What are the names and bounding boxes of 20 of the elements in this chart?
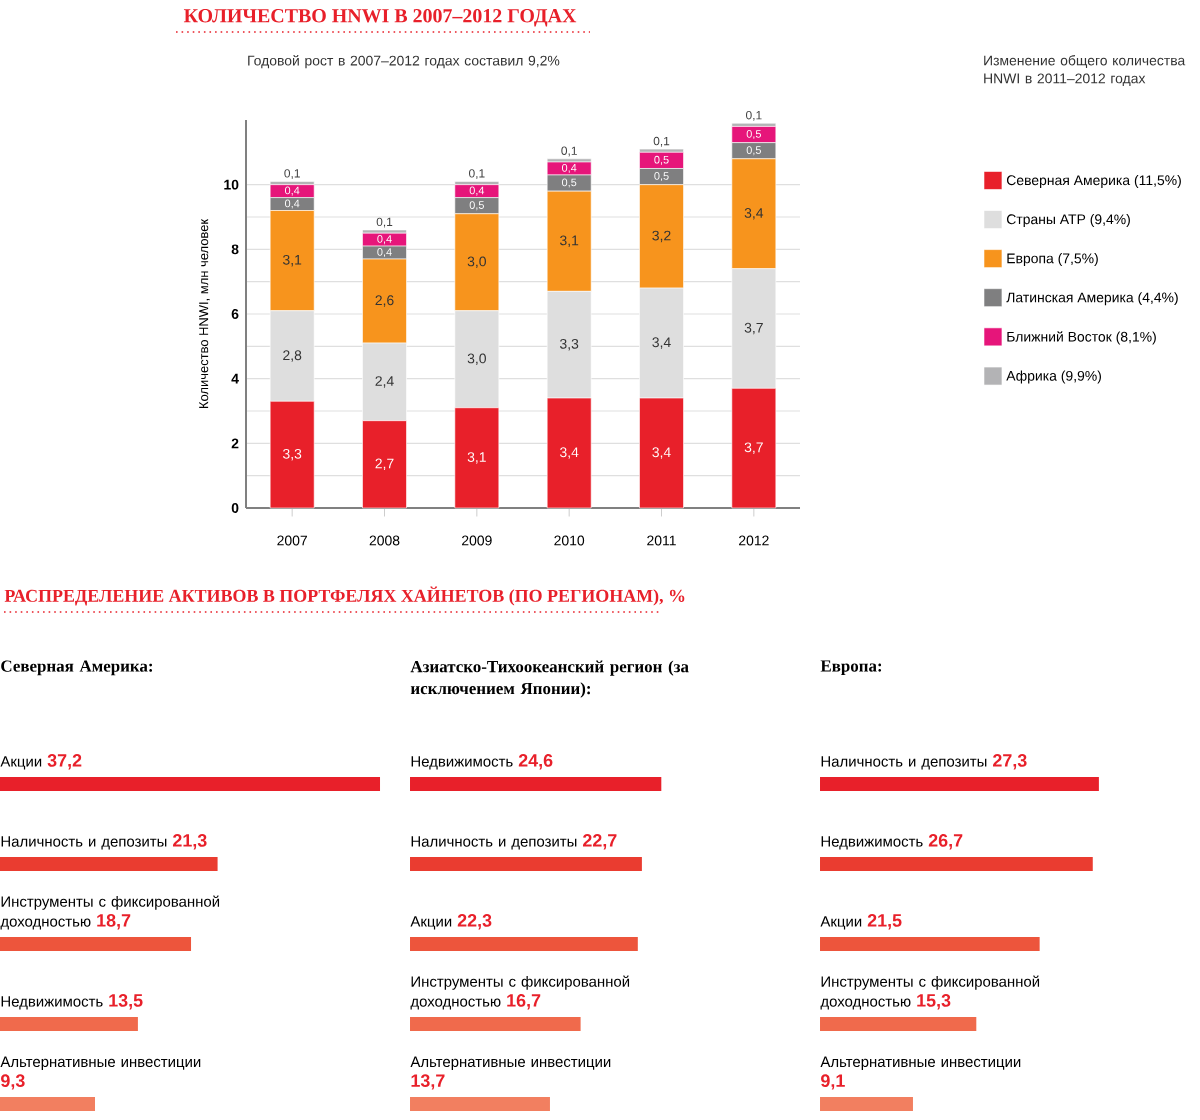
chart-title: КОЛИЧЕСТВО HNWI В 2007–2012 ГОДАХ xyxy=(183,9,577,27)
data-label: 15,3 xyxy=(917,994,951,1010)
data-label: 21,5 xyxy=(867,914,902,930)
data-label: 37,2 xyxy=(47,754,82,770)
data-label: 21,3 xyxy=(172,834,207,850)
data-label: 16,7 xyxy=(507,994,541,1010)
data-label: 27,3 xyxy=(993,754,1027,770)
data-label: 18,7 xyxy=(97,914,131,930)
data-label: 13,5 xyxy=(109,994,143,1010)
chart-title: РАСПРЕДЕЛЕНИЕ АКТИВОВ В ПОРТФЕЛЯХ ХАЙНЕТОВ (ПО РЕГИОНАМ), % xyxy=(4,586,685,606)
data-label: 13,7 xyxy=(411,1074,445,1090)
data-label: 22,3 xyxy=(457,914,492,930)
chart-subtitle: Северная Америка: xyxy=(1,660,153,676)
data-label: 9,1 xyxy=(821,1074,845,1090)
data-label: 22,7 xyxy=(582,834,617,850)
chart-title: Европа: xyxy=(820,660,882,676)
data-label: 9,3 xyxy=(1,1074,25,1090)
data-label: 26,7 xyxy=(928,834,963,850)
data-label: 24,6 xyxy=(518,754,553,770)
chart-title: Азиатско-Тихоокеанский регион (за исключением Японии): xyxy=(410,660,689,698)
